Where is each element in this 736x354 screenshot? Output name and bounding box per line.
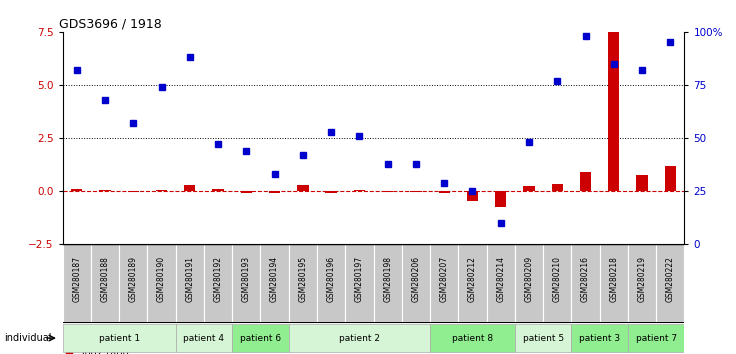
Text: GSM280195: GSM280195 [298, 256, 308, 302]
Bar [213, 189, 224, 191]
Bar [63, 324, 176, 353]
Text: GSM280198: GSM280198 [383, 256, 392, 302]
Text: patient 6: patient 6 [240, 333, 281, 343]
Text: individual: individual [4, 333, 52, 343]
Bar [91, 244, 119, 322]
Bar [543, 244, 571, 322]
Bar [119, 244, 147, 322]
Bar [317, 244, 345, 322]
Bar [241, 191, 252, 193]
Text: GSM280194: GSM280194 [270, 256, 279, 302]
Bar [637, 175, 648, 191]
Bar [176, 244, 204, 322]
Bar [439, 191, 450, 193]
Bar [289, 324, 430, 353]
Text: patient 4: patient 4 [183, 333, 224, 343]
Text: GSM280197: GSM280197 [355, 256, 364, 302]
Bar [551, 184, 563, 191]
Bar [269, 191, 280, 193]
Text: GSM280187: GSM280187 [72, 256, 81, 302]
Bar [515, 324, 571, 353]
Text: GSM280196: GSM280196 [327, 256, 336, 302]
Bar [486, 244, 515, 322]
Bar [289, 244, 317, 322]
Text: GSM280189: GSM280189 [129, 256, 138, 302]
Bar [657, 244, 684, 322]
Text: GSM280207: GSM280207 [439, 256, 449, 302]
Text: GSM280210: GSM280210 [553, 256, 562, 302]
Text: GSM280192: GSM280192 [213, 256, 222, 302]
Bar [382, 191, 393, 192]
Bar [232, 244, 261, 322]
Bar [325, 191, 337, 193]
Bar [495, 191, 506, 207]
Bar [71, 189, 82, 191]
Bar [608, 32, 620, 191]
Bar [147, 244, 176, 322]
Bar [410, 191, 422, 192]
Text: GSM280190: GSM280190 [157, 256, 166, 302]
Bar [297, 185, 308, 191]
Bar [523, 186, 534, 191]
Text: patient 3: patient 3 [579, 333, 620, 343]
Bar [430, 324, 515, 353]
Bar [354, 190, 365, 191]
Bar [127, 191, 139, 192]
Bar [600, 244, 628, 322]
Bar [184, 185, 196, 191]
Text: patient 8: patient 8 [452, 333, 493, 343]
Bar [459, 244, 486, 322]
Bar [232, 324, 289, 353]
Bar [571, 244, 600, 322]
Text: patient 5: patient 5 [523, 333, 564, 343]
Bar [345, 244, 374, 322]
Text: patient 1: patient 1 [99, 333, 140, 343]
Bar [402, 244, 430, 322]
Bar [665, 166, 676, 191]
Text: GSM280188: GSM280188 [100, 256, 110, 302]
Bar [176, 324, 232, 353]
Bar [628, 324, 684, 353]
Text: GSM280216: GSM280216 [581, 256, 590, 302]
Bar [156, 190, 167, 191]
Text: GSM280206: GSM280206 [411, 256, 420, 302]
Text: GDS3696 / 1918: GDS3696 / 1918 [60, 18, 162, 31]
Text: GSM280209: GSM280209 [525, 256, 534, 302]
Text: GSM280218: GSM280218 [609, 256, 618, 302]
Legend: log2 ratio, percentile rank within the sample: log2 ratio, percentile rank within the s… [64, 348, 247, 354]
Text: GSM280191: GSM280191 [185, 256, 194, 302]
Text: GSM280214: GSM280214 [496, 256, 505, 302]
Bar [374, 244, 402, 322]
Bar [515, 244, 543, 322]
Bar [571, 324, 628, 353]
Bar [261, 244, 289, 322]
Bar [99, 190, 110, 191]
Bar [628, 244, 657, 322]
Bar [467, 191, 478, 201]
Text: GSM280219: GSM280219 [637, 256, 647, 302]
Bar [430, 244, 459, 322]
Bar [204, 244, 232, 322]
Text: patient 2: patient 2 [339, 333, 380, 343]
Bar [580, 172, 591, 191]
Text: GSM280212: GSM280212 [468, 256, 477, 302]
Text: GSM280193: GSM280193 [242, 256, 251, 302]
Text: patient 7: patient 7 [636, 333, 677, 343]
Text: GSM280222: GSM280222 [666, 256, 675, 302]
Bar [63, 244, 91, 322]
